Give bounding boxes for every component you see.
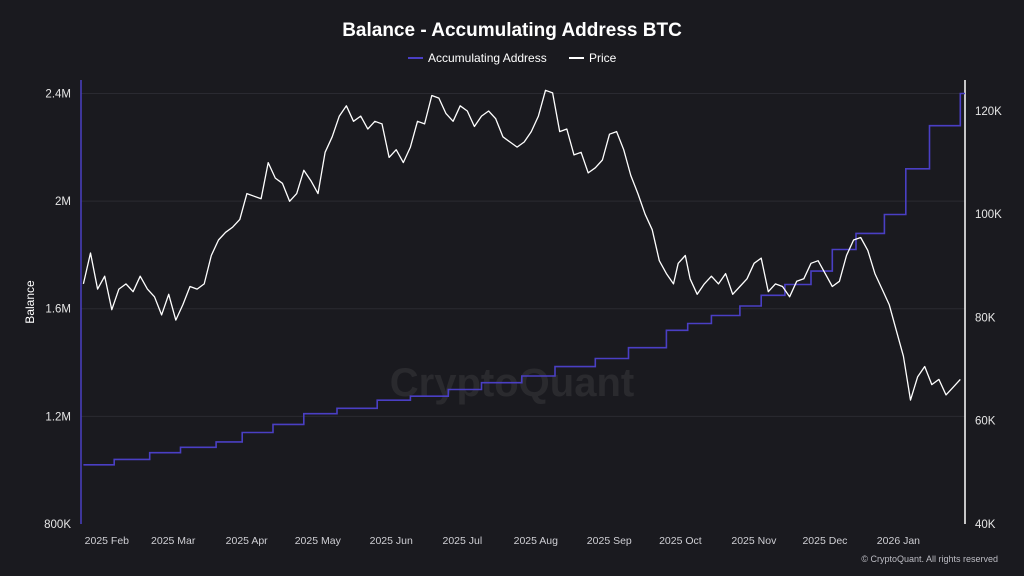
left-tick-label: 1.6M — [45, 304, 71, 316]
legend: Accumulating Address Price — [408, 51, 617, 65]
left-tick-label: 800K — [44, 519, 71, 531]
x-axis-ticks: 2025 Feb 2025 Mar 2025 Apr 2025 May 2025 Jun… — [85, 535, 921, 547]
legend-label-accumulating: Accumulating Address — [428, 51, 547, 65]
right-axis-ticks: 40K 60K 80K 100K 120K — [975, 106, 1002, 531]
right-tick-label: 120K — [975, 106, 1002, 118]
right-tick-label: 80K — [975, 312, 996, 324]
x-tick-label: 2025 Dec — [802, 535, 847, 547]
series-line-accumulating-address — [83, 92, 965, 466]
right-tick-label: 60K — [975, 416, 996, 428]
x-tick-label: 2025 Feb — [85, 535, 130, 547]
x-tick-label: 2025 Sep — [587, 535, 632, 547]
x-tick-label: 2025 Apr — [226, 535, 269, 547]
left-axis-ticks: 800K 1.2M 1.6M 2M 2.4M — [44, 88, 71, 531]
legend-label-price: Price — [589, 51, 617, 65]
left-tick-label: 2M — [55, 196, 71, 208]
x-tick-label: 2025 Aug — [514, 535, 559, 547]
left-tick-label: 1.2M — [45, 411, 71, 423]
credit-text: © CryptoQuant. All rights reserved — [861, 554, 998, 564]
x-tick-label: 2025 Mar — [151, 535, 196, 547]
right-tick-label: 100K — [975, 209, 1002, 221]
left-tick-label: 2.4M — [45, 88, 71, 100]
grid-layer — [81, 92, 965, 417]
x-tick-label: 2025 Jun — [370, 535, 413, 547]
legend-item-accumulating[interactable]: Accumulating Address — [408, 51, 547, 65]
y-axis-title: Balance — [23, 280, 37, 324]
x-tick-label: 2025 May — [295, 535, 342, 547]
x-tick-label: 2026 Jan — [877, 535, 920, 547]
x-tick-label: 2025 Oct — [659, 535, 702, 547]
chart-title: Balance - Accumulating Address BTC — [342, 20, 682, 41]
right-tick-label: 40K — [975, 519, 996, 531]
x-tick-label: 2025 Jul — [442, 535, 482, 547]
x-tick-label: 2025 Nov — [731, 535, 777, 547]
legend-item-price[interactable]: Price — [569, 51, 617, 65]
series-line-price — [82, 89, 961, 401]
